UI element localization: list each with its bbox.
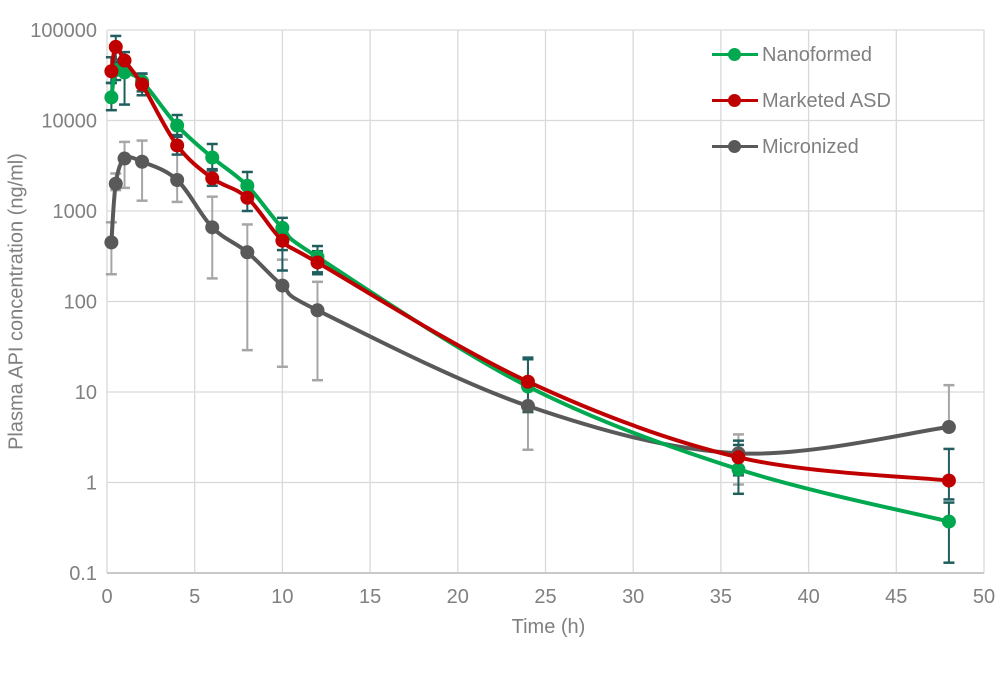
x-tick-label: 30 [622,586,644,608]
x-tick-label: 20 [447,586,469,608]
y-tick-label: 100 [64,292,97,314]
legend-dot-icon [728,94,741,107]
x-axis-title-text: Time (h) [511,616,586,638]
data-point-marker [275,233,290,248]
y-tick-label: 1000 [53,201,98,223]
x-tick-label: 40 [797,586,819,608]
legend-item-nanoformed: Nanoformed [712,32,891,78]
data-point-marker [205,150,220,165]
data-point-marker [205,171,220,186]
data-point-marker [117,65,132,80]
data-point-marker [104,90,119,105]
x-axis-title: Time (h) [0,616,1007,639]
data-point-marker [108,39,123,54]
x-tick-label: 50 [973,586,995,608]
x-tick-label: 35 [710,586,732,608]
data-point-marker [941,420,956,435]
data-point-marker [170,138,185,153]
x-tick-label: 45 [885,586,907,608]
data-point-marker [310,303,325,318]
y-axis-title: Plasma API concentration (ng/ml) [5,153,28,450]
data-point-marker [941,514,956,529]
legend-line-marker-swatch [712,139,758,155]
y-tick-label: 100000 [30,20,97,42]
data-point-marker [104,235,119,250]
x-tick-label: 15 [359,586,381,608]
x-tick-label: 25 [534,586,556,608]
x-tick-label: 10 [271,586,293,608]
data-point-marker [310,255,325,270]
data-point-marker [240,245,255,260]
data-point-marker [275,278,290,293]
data-point-marker [731,450,746,465]
data-point-marker [104,64,119,79]
legend-line-marker-swatch [712,93,758,109]
y-tick-label: 10 [75,382,97,404]
legend-dot-icon [728,48,741,61]
y-tick-label: 0.1 [69,563,97,585]
y-tick-label: 1 [86,473,97,495]
y-tick-label: 10000 [41,111,97,133]
data-point-marker [275,220,290,235]
data-point-marker [205,220,220,235]
data-point-marker [520,399,535,414]
data-point-marker [135,154,150,169]
legend-label: Nanoformed [762,43,873,66]
data-point-marker [135,77,150,92]
data-point-marker [117,53,132,68]
legend-line-marker-swatch [712,47,758,63]
data-point-marker [108,176,123,191]
data-point-marker [941,473,956,488]
legend-label: Micronized [762,135,859,158]
data-point-marker [240,178,255,193]
chart-legend: Nanoformed Marketed ASD Micronized [712,32,891,170]
legend-item-marketed-asd: Marketed ASD [712,78,891,124]
x-tick-label: 5 [189,586,200,608]
data-point-marker [240,190,255,205]
legend-item-micronized: Micronized [712,124,891,170]
legend-dot-icon [728,140,741,153]
legend-label: Marketed ASD [762,89,891,112]
data-point-marker [117,151,132,166]
data-point-marker [731,462,746,477]
data-point-marker [170,118,185,133]
x-tick-label: 0 [101,586,112,608]
data-point-marker [520,374,535,389]
data-point-marker [170,173,185,188]
